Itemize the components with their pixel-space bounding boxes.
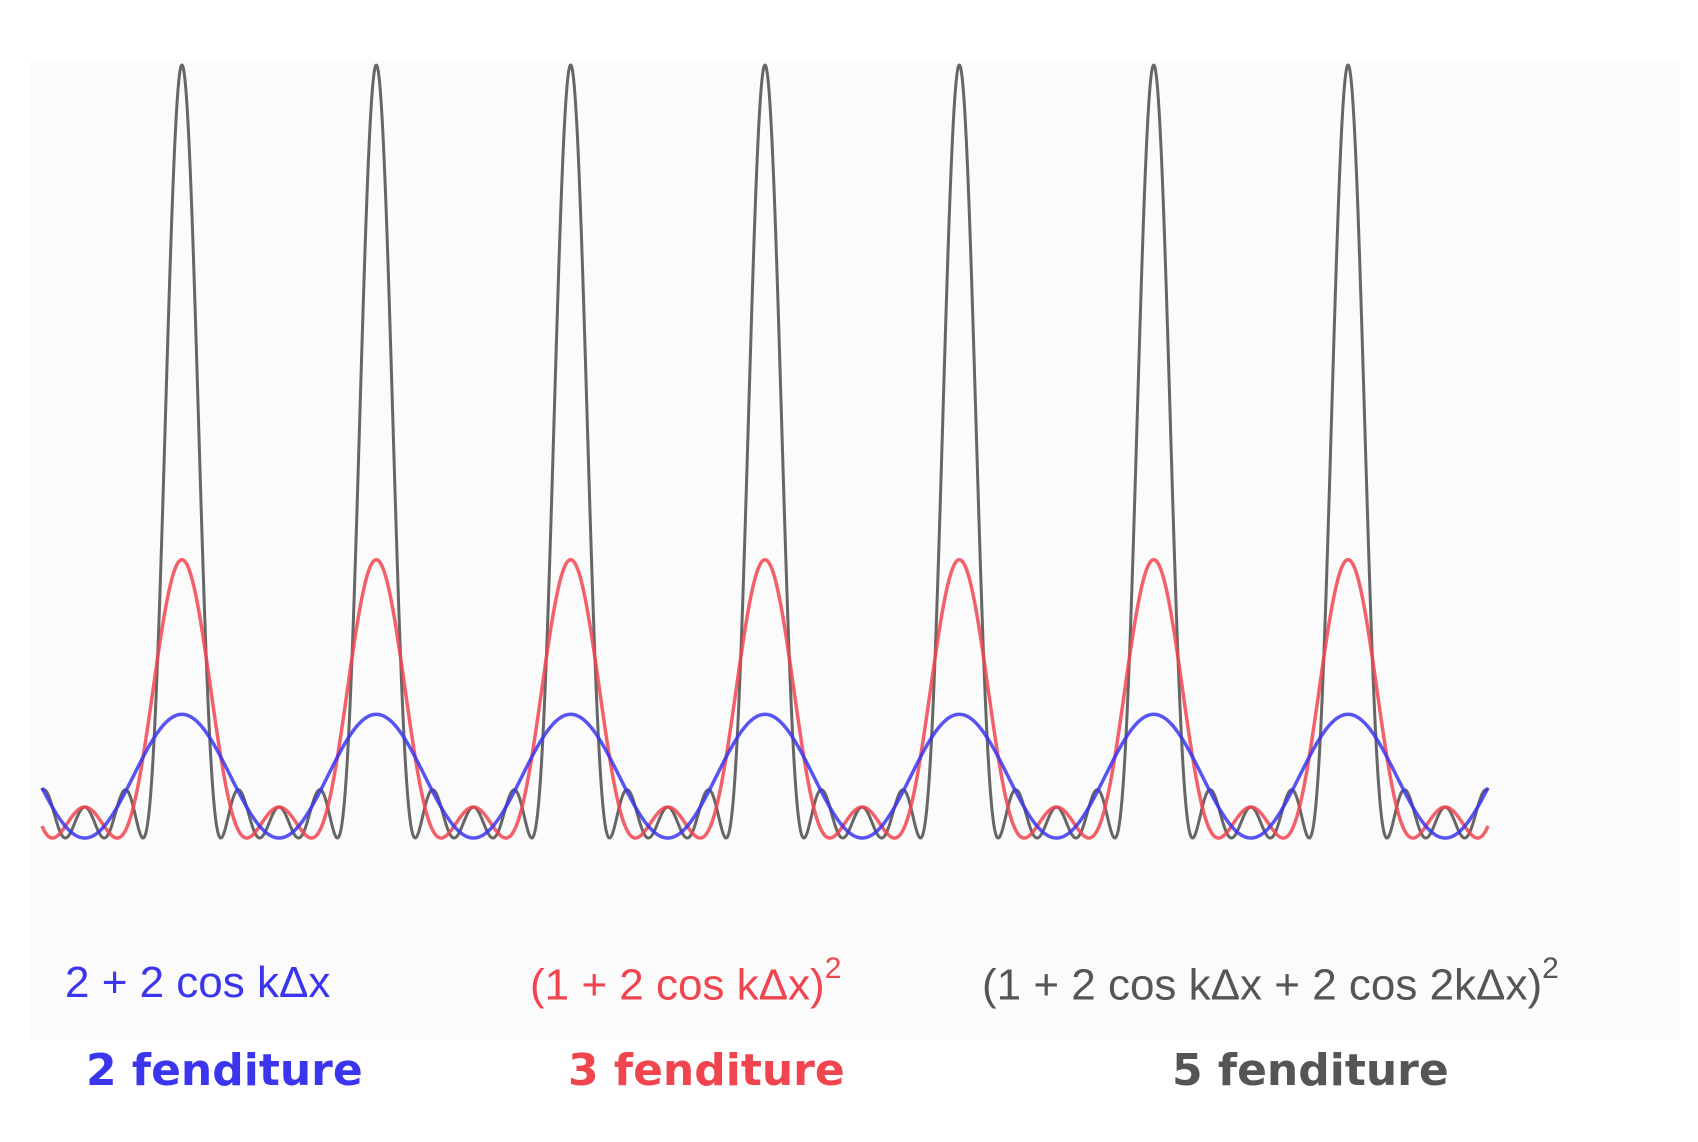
series-5-slits-line xyxy=(40,63,1490,840)
plot-panel xyxy=(30,60,1680,1040)
series-3-slits-line xyxy=(40,557,1490,840)
formula-5-slits: (1 + 2 cos kΔx + 2 cos 2kΔx)2 xyxy=(982,952,1559,1011)
formula-3-slits: (1 + 2 cos kΔx)2 xyxy=(530,952,841,1011)
formula-2-text: 2 + 2 cos kΔx xyxy=(65,958,331,1007)
caption-2-slits: 2 fenditure xyxy=(86,1045,363,1096)
formula-3-text: (1 + 2 cos kΔx) xyxy=(530,960,825,1010)
formula-2-slits: 2 + 2 cos kΔx xyxy=(65,958,330,1008)
caption-3-slits: 3 fenditure xyxy=(568,1045,845,1096)
formula-3-exponent: 2 xyxy=(824,952,842,985)
formula-5-exponent: 2 xyxy=(1542,952,1559,985)
formula-5-text: (1 + 2 cos kΔx + 2 cos 2kΔx) xyxy=(982,960,1543,1010)
caption-5-slits: 5 fenditure xyxy=(1172,1045,1449,1096)
interference-chart xyxy=(40,63,1490,840)
series-2-slits-line xyxy=(40,712,1490,840)
